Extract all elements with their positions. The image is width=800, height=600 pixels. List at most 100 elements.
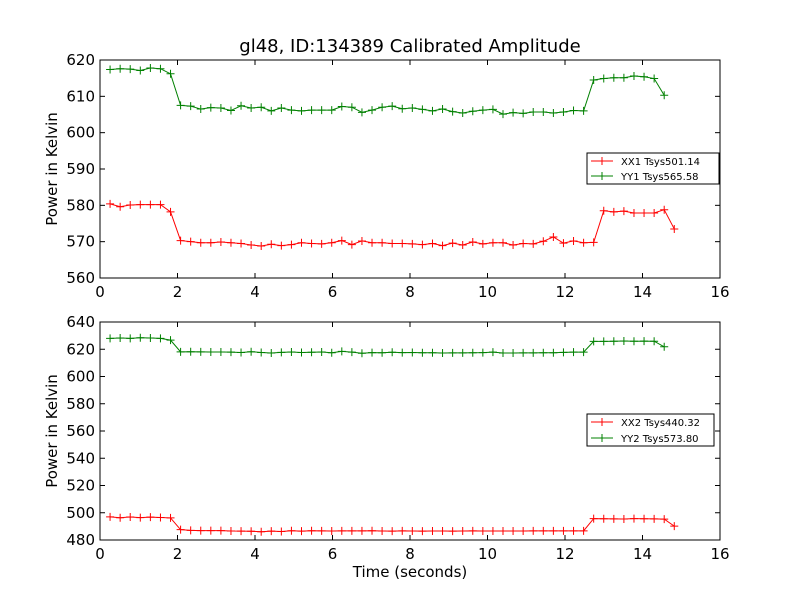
bottom-y-tick-label: 600: [66, 368, 95, 386]
top-x-tick-label: 0: [95, 283, 105, 301]
bottom-series-0-point: [619, 515, 628, 524]
top-series-0-point: [186, 237, 195, 246]
bottom-series-1-point: [509, 349, 518, 358]
bottom-series-0-point: [589, 514, 598, 523]
top-x-tick-label: 12: [555, 283, 574, 301]
bottom-y-tick-label: 620: [66, 340, 95, 358]
top-series-1-point: [579, 106, 588, 115]
top-series-1-point: [307, 106, 316, 115]
bottom-series-1-point: [549, 348, 558, 357]
bottom-series-1-point: [418, 348, 427, 357]
top-series-1-point: [186, 102, 195, 111]
top-series-0-point: [136, 200, 145, 209]
legend-label-xx1: XX1 Tsys501.14: [621, 157, 700, 168]
bottom-x-tick-label: 12: [555, 545, 574, 563]
bottom-series-1-point: [176, 347, 185, 356]
top-series-0-point: [589, 238, 598, 247]
top-series-0-point: [428, 239, 437, 248]
bottom-series-0-point: [519, 527, 528, 536]
bottom-series-1-point: [428, 348, 437, 357]
bottom-series-1-point: [448, 348, 457, 357]
top-series-1-point: [156, 64, 165, 73]
bottom-x-tick-label: 8: [405, 545, 415, 563]
top-series-0-point: [438, 241, 447, 250]
top-series-1-point: [488, 105, 497, 114]
top-series-1-point: [468, 107, 477, 116]
bottom-series-1-point: [660, 342, 669, 351]
top-series-0-point: [539, 237, 548, 246]
bottom-series-0-point: [609, 514, 618, 523]
top-series-1-point: [297, 106, 306, 115]
bottom-series-1-point: [136, 333, 145, 342]
bottom-series-1-point: [146, 333, 155, 342]
bottom-series-0-point: [337, 526, 346, 535]
top-series-0-point: [448, 239, 457, 248]
top-series-1-point: [287, 106, 296, 115]
top-series-0-point: [357, 236, 366, 245]
top-series-0-point: [226, 238, 235, 247]
bottom-series-1-point: [357, 349, 366, 358]
bottom-series-1-point: [166, 336, 175, 345]
bottom-series-0-point: [226, 527, 235, 536]
bottom-series-0-point: [438, 527, 447, 536]
top-series-0-point: [307, 239, 316, 248]
top-series-0-point: [509, 240, 518, 249]
top-series-0-point: [609, 207, 618, 216]
top-series-0-point: [650, 208, 659, 217]
top-series-0-point: [126, 200, 135, 209]
bottom-series-1-point: [277, 348, 286, 357]
top-series-0-point: [640, 208, 649, 217]
bottom-series-0-point: [640, 514, 649, 523]
bottom-series-1-point: [337, 347, 346, 356]
bottom-x-tick-label: 0: [95, 545, 105, 563]
top-series-0-point: [549, 232, 558, 241]
bottom-series-0-point: [549, 526, 558, 535]
top-series-0-point: [458, 240, 467, 249]
top-plot: 0 2 4 6 8 10 12 14 16 560 570 580 590 600 610 620: [66, 51, 729, 301]
bottom-series-0-point: [388, 527, 397, 536]
bottom-series-1-point: [488, 348, 497, 357]
bottom-series-1-point: [589, 337, 598, 346]
legend-label-yy2: YY2 Tsys573.80: [620, 434, 699, 445]
bottom-series-1-point: [579, 348, 588, 357]
bottom-series-0-point: [569, 526, 578, 535]
bottom-series-0-point: [418, 527, 427, 536]
bottom-series-0-point: [499, 527, 507, 536]
top-series-1-point: [478, 106, 487, 115]
bottom-series-0-point: [136, 513, 145, 522]
top-series-1-point: [398, 104, 407, 113]
top-y-tick-label: 610: [66, 87, 95, 105]
top-series-1-point: [569, 106, 578, 115]
top-series-0-point: [116, 202, 125, 211]
top-series-0-point: [267, 240, 276, 249]
bottom-series-1-point: [398, 348, 407, 357]
top-series-1-point: [529, 107, 538, 116]
top-series-1-point: [499, 110, 507, 119]
bottom-series-0-point: [297, 527, 306, 536]
bottom-x-tick-label: 2: [173, 545, 183, 563]
top-series-1-point: [196, 105, 205, 114]
top-x-tick-label: 4: [250, 283, 260, 301]
top-series-0-point: [670, 224, 679, 233]
top-series-1-point: [378, 103, 387, 112]
top-series-1-point: [428, 106, 437, 115]
bottom-series-1-point: [257, 348, 266, 357]
bottom-series-1-point: [539, 348, 548, 357]
legend-marker-yy2: [598, 434, 606, 442]
bottom-series-0-point: [579, 526, 588, 535]
top-y-tick-label: 580: [66, 196, 95, 214]
bottom-series-1-point: [458, 348, 467, 357]
bottom-series-0-point: [156, 513, 165, 522]
bottom-series-0-point: [398, 526, 407, 535]
bottom-series-1-point: [368, 348, 377, 357]
top-series-0-point: [287, 240, 296, 249]
top-series-0-point: [317, 239, 326, 248]
top-series-0-point: [206, 238, 215, 247]
top-series-0-point: [388, 239, 397, 248]
top-series-1-point: [337, 102, 346, 111]
top-series-0-point: [629, 208, 638, 217]
bottom-series-0-point: [196, 526, 205, 535]
top-series-1-point: [640, 72, 649, 81]
top-y-tick-label: 600: [66, 124, 95, 142]
